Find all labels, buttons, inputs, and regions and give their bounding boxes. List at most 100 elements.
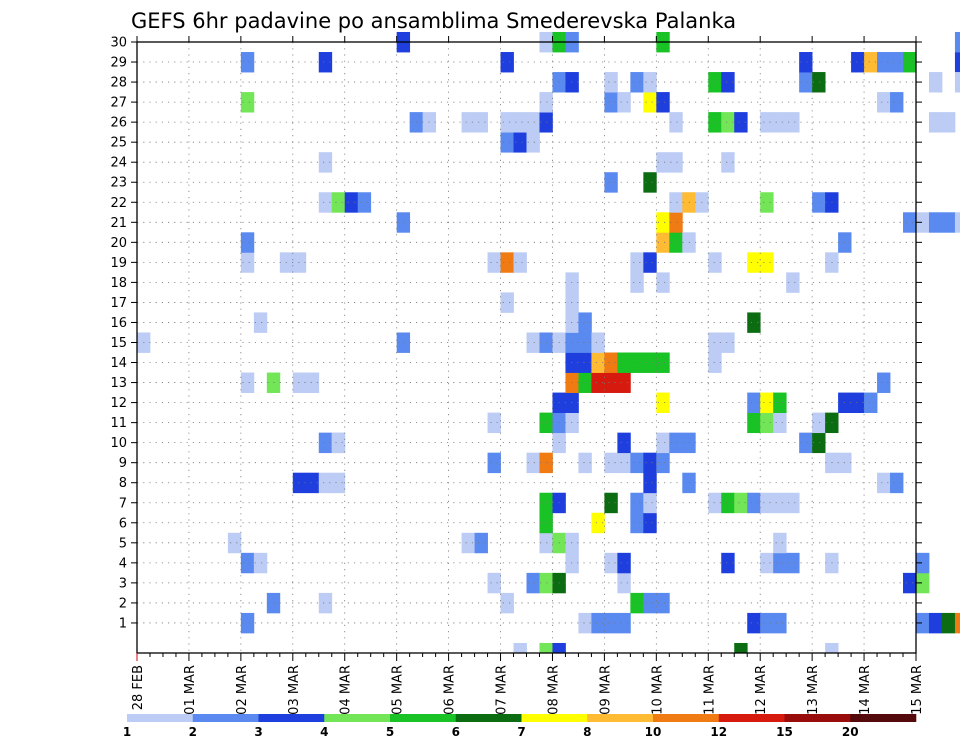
x-tick-label: 08 MAR: [546, 665, 561, 715]
precip-cell: [721, 72, 735, 93]
legend-label: 4: [320, 725, 328, 739]
precip-cell: [890, 52, 904, 73]
precip-cell: [487, 572, 501, 594]
precip-cell: [812, 72, 826, 93]
precip-cell: [954, 212, 960, 233]
legend-swatch: [324, 714, 391, 722]
precip-cell: [760, 492, 774, 514]
precip-cell: [227, 532, 242, 554]
precip-cell: [539, 332, 553, 353]
precip-cell: [721, 332, 735, 353]
precip-cell: [643, 92, 657, 113]
precip-cell: [799, 432, 813, 454]
legend-swatch: [521, 714, 588, 722]
precip-cell: [656, 452, 670, 474]
precip-cell: [604, 612, 618, 634]
precip-cell: [773, 552, 787, 574]
precip-cell: [305, 472, 320, 494]
x-tick-label: 01 MAR: [183, 665, 198, 715]
precip-cell: [630, 72, 644, 93]
legend-label: 5: [386, 725, 394, 739]
y-tick-label: 18: [110, 276, 127, 291]
precip-cell: [331, 192, 346, 213]
precip-cell: [500, 592, 514, 614]
precip-cell: [539, 532, 553, 554]
precip-cell: [396, 212, 411, 233]
precip-cell: [825, 642, 839, 654]
precip-cell: [643, 72, 657, 93]
precip-cell: [928, 212, 943, 233]
precip-cell: [513, 132, 527, 153]
legend-label: 20: [842, 725, 859, 739]
legend-label: 8: [583, 725, 591, 739]
y-tick-label: 8: [119, 476, 127, 491]
precip-cell: [773, 532, 787, 554]
precip-cell: [760, 612, 774, 634]
y-tick-label: 26: [110, 116, 127, 131]
precip-cell: [877, 92, 891, 113]
precip-cell: [604, 352, 618, 373]
precip-cell: [799, 72, 813, 93]
x-tick-label: 28 FEB: [131, 665, 146, 710]
precip-cell: [513, 112, 527, 133]
y-tick-label: 4: [119, 556, 127, 571]
precip-cell: [877, 52, 891, 73]
precip-cell: [578, 332, 592, 353]
precip-cell: [786, 492, 800, 514]
legend-swatch: [390, 714, 457, 722]
precip-cell: [903, 572, 917, 594]
precip-cell: [253, 312, 268, 333]
precip-cell: [656, 212, 670, 233]
precip-cell: [591, 512, 605, 534]
precip-cell: [578, 612, 592, 634]
precip-cell: [487, 252, 501, 273]
precip-cell: [864, 392, 878, 413]
legend-swatch: [653, 714, 720, 722]
precip-cell: [604, 172, 618, 193]
precip-cell: [500, 252, 514, 273]
y-tick-label: 29: [110, 56, 127, 71]
precip-cell: [851, 52, 865, 73]
y-tick-label: 11: [110, 416, 127, 431]
precip-cell: [941, 612, 956, 634]
precip-cell: [617, 452, 631, 474]
precip-cell: [786, 272, 800, 293]
precip-cell: [513, 252, 527, 273]
precip-cell: [708, 112, 722, 133]
precip-cell: [318, 432, 333, 454]
precip-cell: [357, 192, 372, 213]
precip-cell: [916, 212, 930, 233]
precip-cell: [500, 292, 514, 313]
precip-cell: [941, 112, 956, 133]
precip-cell: [903, 52, 917, 73]
precip-cell: [721, 112, 735, 133]
precip-cell: [630, 452, 644, 474]
precip-cell: [474, 532, 488, 554]
precip-cell: [656, 272, 670, 293]
precip-cell: [747, 312, 761, 333]
precip-cell: [539, 412, 553, 434]
precip-cell: [578, 452, 592, 474]
y-tick-label: 15: [110, 336, 127, 351]
precip-cell: [539, 92, 553, 113]
precip-cell: [461, 532, 475, 554]
precip-cell: [461, 112, 475, 133]
precip-cell: [526, 132, 540, 153]
precip-cell: [578, 352, 592, 373]
precip-cell: [760, 412, 774, 434]
precip-cell: [890, 472, 904, 494]
precip-cell: [928, 72, 943, 93]
precip-cell: [474, 112, 488, 133]
precip-cell: [747, 392, 761, 413]
precip-cell: [786, 112, 800, 133]
precip-cell: [734, 112, 748, 133]
precip-cell: [630, 252, 644, 273]
y-tick-label: 28: [110, 76, 127, 91]
legend-swatch: [587, 714, 654, 722]
precip-cell: [240, 232, 255, 253]
precip-cell: [240, 372, 255, 393]
precip-cell: [708, 252, 722, 273]
precip-cell: [591, 372, 605, 393]
y-tick-label: 30: [110, 36, 127, 51]
